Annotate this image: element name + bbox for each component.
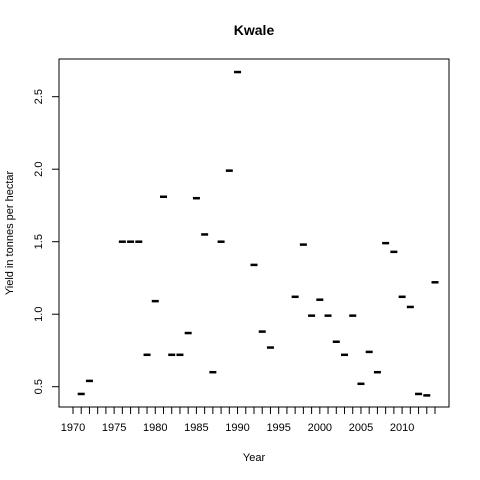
y-tick-label: 0.5 — [33, 379, 45, 394]
x-tick-label: 1980 — [143, 422, 167, 434]
x-tick-label: 2000 — [308, 422, 332, 434]
y-axis: 0.5 1.0 1.5 2.0 2.5 — [33, 89, 59, 394]
x-tick-label: 1990 — [225, 422, 249, 434]
y-tick-label: 2.0 — [33, 162, 45, 177]
x-tick-label: 1975 — [102, 422, 126, 434]
chart-title: Kwale — [234, 22, 275, 38]
x-axis: 1970 1975 1980 1985 1990 1995 2000 2005 2010 — [61, 407, 436, 434]
data-points — [77, 70, 439, 397]
y-tick-label: 1.0 — [33, 307, 45, 322]
x-tick-label: 1970 — [61, 422, 85, 434]
x-tick-label: 2005 — [349, 422, 373, 434]
y-axis-label: Yield in tonnes per hectar — [4, 170, 16, 295]
x-tick-label: 2010 — [390, 422, 414, 434]
y-tick-label: 2.5 — [33, 89, 45, 104]
plot-frame — [58, 58, 450, 408]
x-tick-label: 1985 — [184, 422, 208, 434]
x-tick-label: 1995 — [266, 422, 290, 434]
y-tick-label: 1.5 — [33, 234, 45, 249]
x-axis-label: Year — [243, 452, 266, 464]
